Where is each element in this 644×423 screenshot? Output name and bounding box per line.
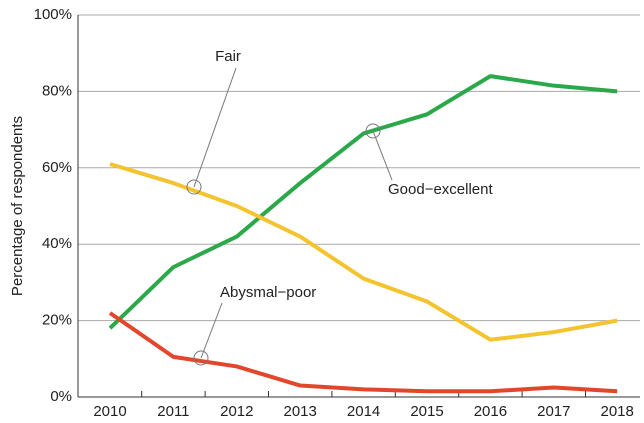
leader-line — [193, 67, 237, 188]
x-tick-label: 2018 — [601, 403, 634, 420]
series-label: Abysmal−poor — [220, 284, 316, 301]
y-tick-label: 80% — [42, 82, 72, 99]
series-label: Fair — [215, 48, 241, 65]
y-tick-label: 60% — [42, 159, 72, 176]
x-tick-label: 2015 — [410, 403, 443, 420]
y-tick-label: 100% — [34, 6, 72, 23]
y-tick-label: 40% — [42, 235, 72, 252]
x-tick-label: 2011 — [157, 403, 189, 420]
series-line — [108, 311, 618, 394]
y-tick-label: 0% — [50, 388, 72, 405]
x-tick-label: 2012 — [220, 403, 253, 420]
leader-line — [372, 130, 393, 181]
leader-circle — [193, 350, 209, 366]
y-axis-label: Percentage of respondents — [9, 116, 26, 296]
y-tick-label: 20% — [42, 312, 72, 329]
series-line — [109, 162, 618, 342]
x-tick-label: 2013 — [284, 403, 317, 420]
leader-circle — [186, 179, 202, 195]
series-line — [108, 74, 618, 330]
leader-line — [200, 302, 223, 359]
x-tick-label: 2016 — [474, 403, 507, 420]
series-label: Good−excellent — [388, 181, 493, 198]
x-tick-label: 2017 — [537, 403, 570, 420]
x-tick-label: 2014 — [347, 403, 380, 420]
x-tick-label: 2010 — [93, 403, 126, 420]
leader-circle — [365, 123, 381, 139]
